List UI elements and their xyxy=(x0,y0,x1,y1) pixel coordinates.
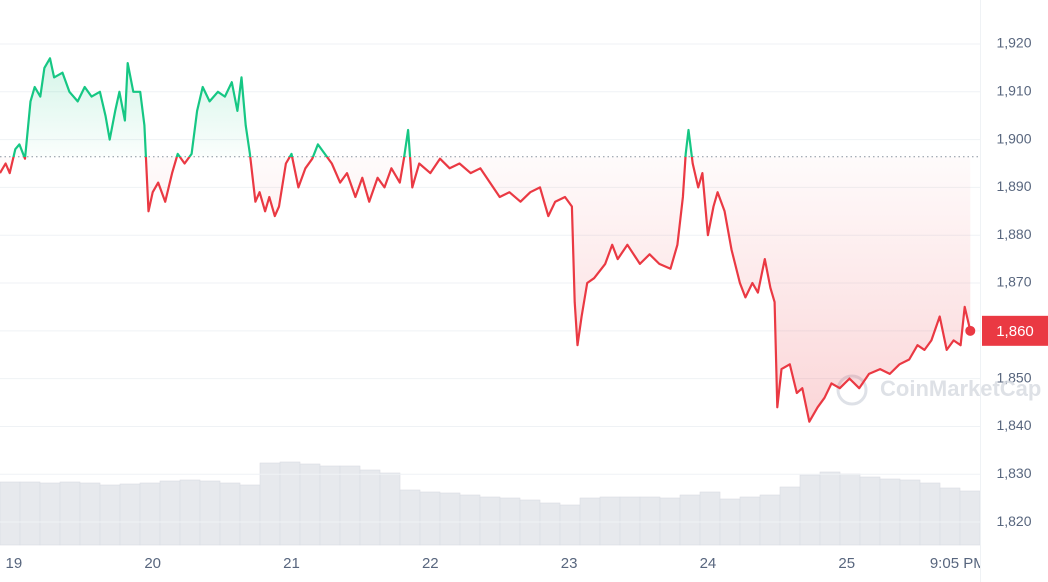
volume-bar xyxy=(859,476,881,546)
volume-bar xyxy=(479,496,501,546)
volume-bar xyxy=(259,462,281,546)
x-tick-label: 25 xyxy=(838,555,855,572)
area xyxy=(0,58,971,422)
price-line xyxy=(0,57,972,423)
volume-bar xyxy=(179,479,201,546)
volume-bar xyxy=(919,482,941,546)
volume-bar xyxy=(699,491,721,546)
x-tick-label: 23 xyxy=(561,555,578,572)
y-tick-label: 1,880 xyxy=(996,226,1031,242)
volume-bar xyxy=(39,482,61,546)
volume-bar xyxy=(139,482,161,546)
y-tick-label: 1,900 xyxy=(996,130,1031,146)
y-tick-label: 1,920 xyxy=(996,35,1031,51)
volume-bar xyxy=(159,480,181,546)
x-tick-label: 22 xyxy=(422,555,439,572)
x-tick-label: 19 xyxy=(6,555,23,572)
volume-bar xyxy=(239,484,261,546)
volume-bar xyxy=(79,482,101,546)
volume-bars xyxy=(0,461,980,546)
volume-bar xyxy=(0,481,21,546)
volume-bar xyxy=(539,502,561,546)
volume-bar xyxy=(899,479,921,546)
y-tick-label: 1,850 xyxy=(996,369,1031,385)
x-tick-label: 21 xyxy=(283,555,300,572)
volume-bar xyxy=(839,473,861,546)
y-tick-label: 1,840 xyxy=(996,417,1031,433)
volume-bar xyxy=(799,474,821,546)
volume-bar xyxy=(419,491,441,546)
y-tick-label: 1,910 xyxy=(996,82,1031,98)
volume-bar xyxy=(639,496,661,546)
y-tick-label: 1,890 xyxy=(996,178,1031,194)
current-dot xyxy=(965,325,976,336)
volume-bar xyxy=(659,497,681,546)
volume-bar xyxy=(459,494,481,546)
volume-bar xyxy=(379,472,401,546)
volume-bar xyxy=(879,478,901,546)
volume-bar xyxy=(99,484,121,546)
volume-bar xyxy=(219,482,241,546)
volume-bar xyxy=(119,483,141,546)
volume-bar xyxy=(359,469,381,546)
volume-bar xyxy=(199,480,221,546)
volume-bar xyxy=(679,494,701,546)
volume-bar xyxy=(339,465,361,546)
watermark: CoinMarketCap xyxy=(880,376,1041,401)
volume-bar xyxy=(499,497,521,546)
price-tag-label: 1,860 xyxy=(996,323,1034,340)
volume-bar xyxy=(559,504,581,546)
volume-bar xyxy=(319,465,341,546)
volume-bar xyxy=(819,471,841,546)
x-tick-label: 24 xyxy=(700,555,717,572)
volume-bar xyxy=(759,494,781,546)
volume-bar xyxy=(739,496,761,546)
volume-bar xyxy=(939,487,961,546)
volume-bar xyxy=(19,481,41,546)
y-tick-label: 1,820 xyxy=(996,513,1031,529)
volume-bar xyxy=(959,490,980,546)
volume-bar xyxy=(439,492,461,546)
y-tick-label: 1,870 xyxy=(996,274,1031,290)
x-tick-label: 20 xyxy=(144,555,161,572)
volume-bar xyxy=(399,489,421,546)
volume-bar xyxy=(299,463,321,546)
volume-bar xyxy=(619,496,641,546)
price-tag xyxy=(982,315,1048,346)
volume-bar xyxy=(779,486,801,546)
volume-bar xyxy=(59,481,81,546)
y-tick-label: 1,830 xyxy=(996,465,1031,481)
volume-bar xyxy=(579,497,601,546)
x-tick-label: 9:05 PM xyxy=(930,555,986,572)
volume-bar xyxy=(599,496,621,546)
